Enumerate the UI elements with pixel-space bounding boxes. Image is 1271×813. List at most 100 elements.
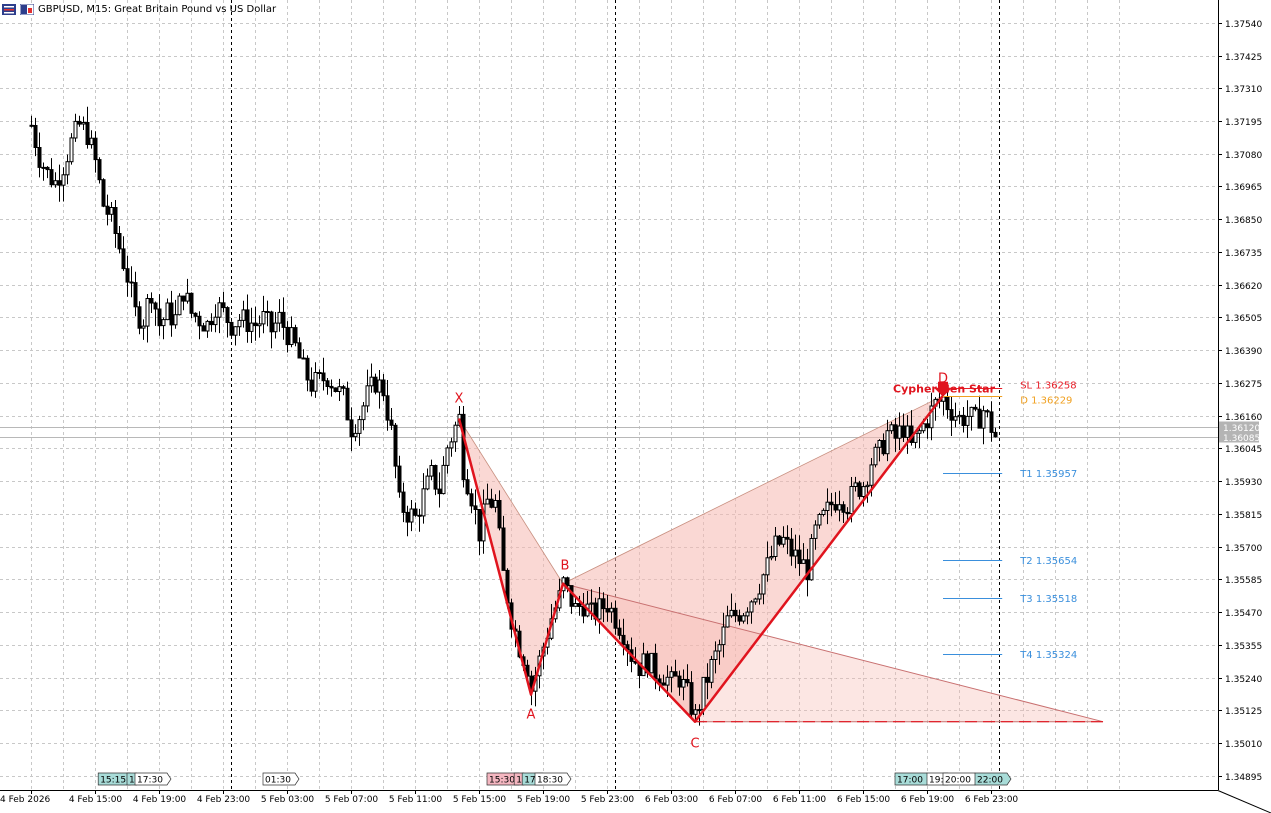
candle-body (785, 536, 790, 540)
candle-body (489, 498, 494, 508)
candle-body (921, 423, 926, 432)
candle-body (745, 611, 750, 617)
session-marker-box (534, 772, 572, 786)
candle-body (737, 615, 742, 622)
y-tick-label: 1.34895 (1225, 773, 1262, 783)
candle-body (105, 205, 110, 215)
candle-body (409, 508, 414, 523)
candle-body (213, 316, 218, 326)
level-label: T2 1.35654 (1019, 556, 1077, 567)
candle-body (917, 430, 922, 434)
candle-body (181, 295, 186, 302)
candle-body (713, 650, 718, 660)
y-tick-label: 1.36390 (1225, 347, 1262, 357)
candle-body (977, 408, 982, 429)
y-tick-label: 1.36505 (1225, 314, 1262, 324)
pattern-point-label-a: A (527, 708, 536, 723)
candle-body (801, 559, 806, 564)
candle-body (841, 504, 846, 513)
candle-body (569, 585, 574, 607)
y-tick-label: 1.36735 (1225, 249, 1262, 259)
candle-body (393, 424, 398, 467)
y-tick-label: 1.35125 (1225, 707, 1262, 717)
candle-body (753, 598, 758, 603)
candle-body (345, 387, 350, 421)
candle-body (845, 511, 850, 515)
y-tick-label: 1.36620 (1225, 282, 1262, 292)
price-label: 1.36120 (1223, 424, 1260, 434)
x-tick-label: 5 Feb 07:00 (325, 795, 379, 805)
candle-body (85, 122, 90, 145)
candle-body (497, 500, 502, 529)
candle-body (177, 295, 182, 316)
candle-body (221, 302, 226, 309)
price-label: 1.36085 (1223, 434, 1260, 444)
candle-body (565, 577, 570, 587)
candle-body (189, 292, 194, 314)
candle-body (389, 419, 394, 426)
x-tick-label: 6 Feb 15:00 (837, 795, 891, 805)
trade-panel-icon[interactable] (20, 3, 34, 15)
candle-body (749, 601, 754, 613)
candle-body (949, 409, 954, 421)
candle-body (953, 416, 958, 421)
session-marker-box (262, 772, 300, 786)
bars-chart-icon[interactable] (2, 3, 16, 15)
candle-body (993, 431, 998, 438)
candle-body (661, 682, 666, 686)
candle-body (433, 465, 438, 490)
candle-body (925, 423, 930, 429)
candle-body (653, 652, 658, 680)
candle-body (173, 314, 178, 326)
x-tick-label: 5 Feb 23:00 (581, 795, 635, 805)
candle-body (849, 486, 854, 515)
candle-body (397, 465, 402, 493)
x-tick-label: 5 Feb 11:00 (389, 795, 443, 805)
y-tick-label: 1.36045 (1225, 445, 1262, 455)
candle-body (825, 501, 830, 512)
session-marker-box (974, 772, 1012, 786)
y-tick-label: 1.36965 (1225, 183, 1262, 193)
candle-body (381, 379, 386, 397)
candle-body (789, 538, 794, 557)
candle-body (617, 627, 622, 636)
candle-body (669, 671, 674, 678)
level-label: T1 1.35957 (1019, 469, 1077, 480)
y-tick-label: 1.35815 (1225, 511, 1262, 521)
candle-body (205, 320, 210, 332)
candle-body (733, 609, 738, 617)
session-marker-label: 20:00 (945, 776, 971, 786)
candle-body (897, 425, 902, 439)
y-tick-label: 1.35355 (1225, 642, 1262, 652)
candle-body (701, 676, 706, 711)
x-tick-label: 5 Feb 03:00 (261, 795, 315, 805)
candle-body (865, 484, 870, 488)
candle-body (857, 482, 862, 497)
candle-body (757, 593, 762, 600)
candle-body (493, 500, 498, 508)
candle-body (313, 372, 318, 392)
candle-body (805, 559, 810, 581)
session-marker-label: 18:30 (537, 776, 563, 786)
candle-body (417, 514, 422, 517)
candle-body (165, 302, 170, 321)
candle-body (601, 598, 606, 610)
candle-body (281, 311, 286, 328)
y-tick-label: 1.35470 (1225, 609, 1262, 619)
candle-body (225, 307, 230, 324)
x-tick-label: 4 Feb 2026 (0, 795, 51, 805)
candle-body (377, 379, 382, 393)
candle-body (341, 386, 346, 389)
candle-body (725, 615, 730, 628)
x-tick-label: 5 Feb 19:00 (517, 795, 571, 805)
y-tick-label: 1.35700 (1225, 544, 1262, 554)
symbol-title: GBPUSD, M15: Great Britain Pound vs US D… (38, 3, 277, 15)
candle-body (257, 323, 262, 327)
candle-body (797, 549, 802, 564)
candle-body (437, 488, 442, 495)
candle-body (53, 180, 58, 186)
candle-body (305, 357, 310, 381)
candle-body (425, 475, 430, 490)
candle-body (373, 376, 378, 393)
